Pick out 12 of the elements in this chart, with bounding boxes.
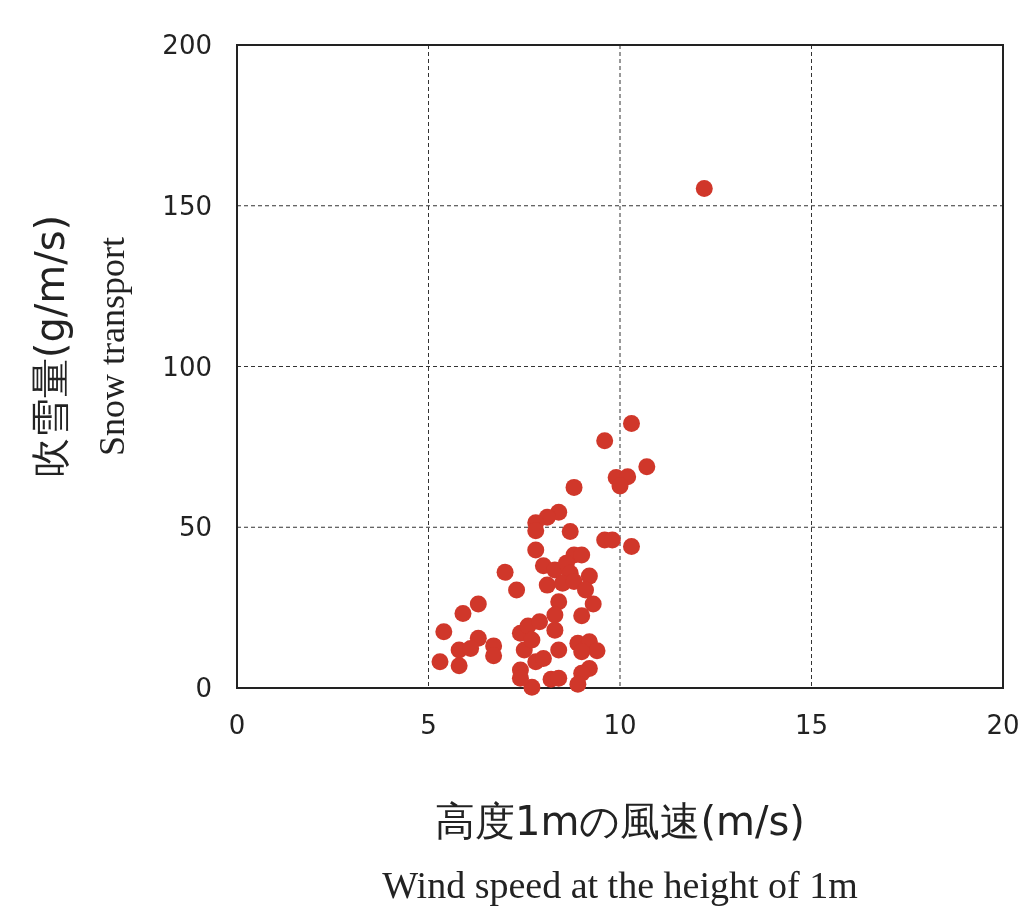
y-tick-label: 0	[195, 673, 212, 703]
x-tick-label: 5	[420, 710, 437, 740]
y-tick-label: 50	[178, 512, 212, 543]
x-tick-label: 10	[603, 710, 637, 740]
y-axis-title: 吹雪量(g/m/s) Snow transport	[27, 214, 132, 479]
y-tick-label: 200	[162, 30, 212, 60]
y-tick-label: 100	[162, 351, 212, 382]
x-axis-title: 高度1mの風速(m/s) Wind speed at the height of 1m	[382, 798, 858, 906]
x-tick-label: 20	[986, 710, 1020, 740]
y-tick-label: 150	[162, 190, 212, 221]
x-tick-label: 0	[228, 710, 246, 740]
x-tick-label: 15	[794, 710, 829, 740]
